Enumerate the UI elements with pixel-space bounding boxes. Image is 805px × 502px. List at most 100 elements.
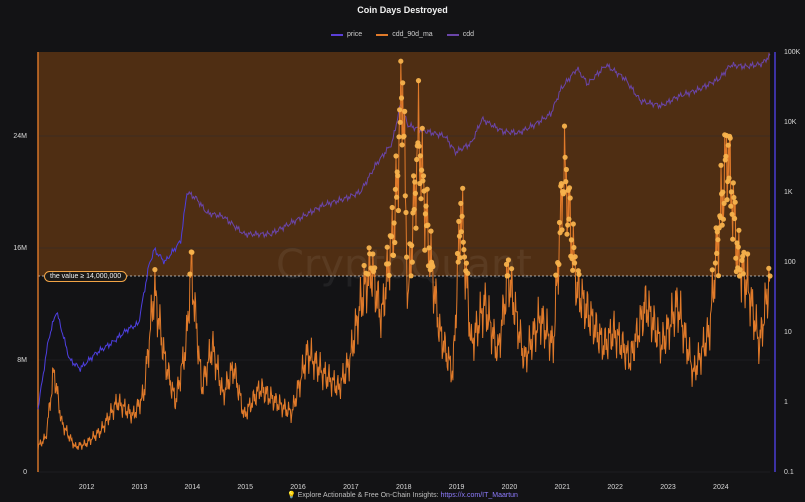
threshold-point — [556, 219, 563, 226]
y-right-tick-label: 100K — [784, 49, 801, 56]
threshold-point — [736, 227, 742, 233]
threshold-point — [566, 216, 572, 222]
threshold-point — [419, 167, 425, 173]
y-right-tick-label: 1K — [784, 189, 793, 196]
threshold-point — [456, 233, 463, 239]
threshold-point — [559, 227, 565, 233]
threshold-point — [503, 261, 510, 267]
legend-swatch-price — [331, 33, 344, 36]
threshold-point — [460, 185, 466, 191]
lightbulb-icon: 💡 — [287, 492, 296, 499]
threshold-point — [418, 196, 424, 202]
legend-swatch-cdd-90d-ma — [376, 33, 389, 36]
legend-swatch-cdd — [446, 33, 459, 36]
threshold-point — [561, 189, 567, 195]
threshold-point — [415, 78, 422, 84]
x-tick-label: 2017 — [343, 484, 359, 491]
threshold-point — [430, 264, 436, 270]
threshold-point — [393, 153, 399, 159]
threshold-point — [422, 211, 428, 217]
threshold-highlight-area — [38, 52, 770, 276]
threshold-point — [416, 143, 422, 149]
footer-link[interactable]: https://x.com/IT_Maartun — [440, 492, 518, 499]
legend-label-price: price — [347, 31, 363, 38]
threshold-point — [424, 186, 430, 192]
threshold-point — [561, 123, 568, 129]
threshold-point — [461, 254, 468, 260]
threshold-point — [766, 265, 772, 271]
threshold-point — [728, 203, 734, 209]
threshold-point — [404, 254, 410, 260]
threshold-point — [567, 195, 573, 201]
threshold-point — [458, 229, 464, 235]
threshold-point — [361, 262, 367, 269]
threshold-point — [739, 257, 745, 263]
threshold-point — [718, 162, 724, 168]
threshold-point — [505, 273, 511, 279]
x-tick-label: 2014 — [185, 484, 201, 491]
threshold-point — [576, 271, 582, 277]
threshold-point — [456, 218, 462, 224]
threshold-point — [714, 229, 720, 235]
threshold-point — [729, 211, 735, 217]
legend-label-cdd: cdd — [462, 31, 474, 38]
threshold-point — [714, 250, 720, 256]
legend: price cdd_90d_ma cdd — [0, 31, 805, 38]
y-right-tick-label: 10K — [784, 119, 797, 126]
y-right-tick-label: 0.1 — [784, 469, 794, 476]
threshold-point — [402, 108, 408, 114]
threshold-point — [409, 242, 415, 249]
threshold-point — [413, 225, 419, 231]
threshold-point — [505, 257, 511, 263]
threshold-point — [419, 125, 425, 131]
threshold-point — [724, 197, 730, 203]
threshold-point — [372, 265, 378, 271]
legend-item-price[interactable]: price — [331, 31, 362, 38]
threshold-label: the value ≥ 14,000,000 — [44, 271, 128, 282]
threshold-point — [728, 189, 735, 195]
threshold-point — [403, 209, 409, 216]
threshold-point — [392, 239, 398, 246]
threshold-point — [572, 260, 578, 266]
threshold-point — [726, 175, 732, 181]
threshold-point — [732, 215, 738, 222]
threshold-point — [509, 266, 515, 272]
threshold-point — [565, 222, 571, 228]
threshold-point — [563, 179, 569, 185]
threshold-point — [425, 222, 431, 228]
threshold-point — [412, 190, 418, 196]
threshold-point — [715, 273, 722, 279]
y-right-tick-label: 10 — [784, 329, 792, 336]
threshold-point — [571, 244, 577, 251]
legend-label-cdd-90d-ma: cdd_90d_ma — [392, 31, 433, 38]
y-left-tick-label: 8M — [17, 357, 27, 364]
legend-item-cdd[interactable]: cdd — [446, 31, 474, 38]
footer: 💡 Explore Actionable & Free On-Chain Ins… — [0, 491, 805, 499]
threshold-point — [392, 186, 398, 192]
x-tick-label: 2023 — [660, 484, 676, 491]
x-tick-label: 2013 — [132, 484, 148, 491]
threshold-point — [725, 142, 731, 148]
watermark: CryptoQuant — [276, 242, 532, 288]
threshold-point — [737, 267, 743, 273]
threshold-point — [394, 194, 400, 200]
threshold-point — [460, 239, 466, 245]
threshold-point — [734, 240, 740, 246]
threshold-point — [767, 273, 773, 279]
y-left-tick-label: 16M — [13, 245, 27, 252]
footer-text: Explore Actionable & Free On-Chain Insig… — [297, 492, 441, 499]
threshold-point — [563, 166, 570, 173]
threshold-point — [720, 216, 727, 222]
threshold-point — [402, 193, 408, 199]
threshold-point — [397, 107, 403, 113]
threshold-point — [397, 119, 403, 125]
threshold-point — [398, 58, 404, 64]
y-left-tick-label: 24M — [13, 133, 27, 140]
threshold-point — [386, 272, 392, 278]
threshold-point — [570, 267, 576, 273]
threshold-point — [562, 154, 568, 160]
price-line — [186, 52, 771, 239]
threshold-point — [735, 244, 741, 250]
legend-item-cdd-90d-ma[interactable]: cdd_90d_ma — [376, 31, 433, 38]
threshold-point — [568, 237, 575, 243]
